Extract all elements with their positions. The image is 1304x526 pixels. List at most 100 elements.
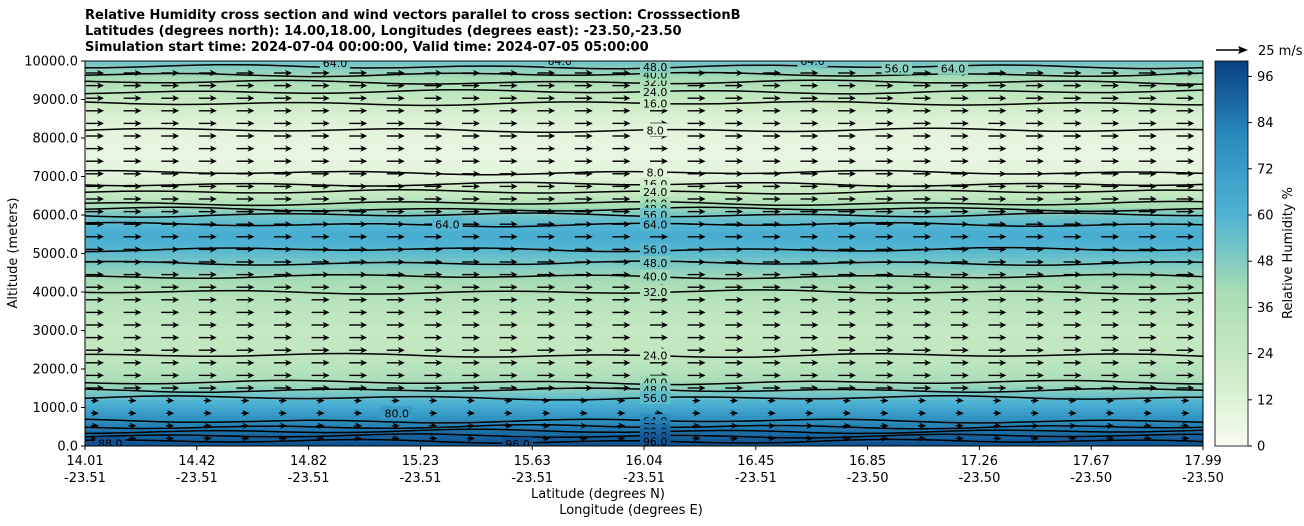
wind-vector-head	[999, 145, 1007, 152]
y-tick-label: 6000.0	[33, 209, 79, 224]
x-tick-label-lon: -23.51	[399, 471, 441, 486]
wind-vector-head	[736, 82, 744, 89]
wind-vector-head	[435, 183, 443, 190]
wind-vector-head	[285, 347, 292, 354]
wind-vector-head	[736, 221, 744, 228]
wind-vector-head	[97, 233, 104, 240]
wind-vector-head	[548, 271, 556, 278]
wind-vector-head	[1112, 359, 1120, 366]
wind-vector-head	[1074, 359, 1082, 366]
wind-vector-head	[994, 410, 1002, 417]
wind-vector-head	[247, 170, 255, 177]
wind-vector-head	[736, 309, 744, 316]
wind-vector-head	[360, 145, 368, 152]
wind-vector-head	[661, 158, 668, 165]
rh-band	[85, 280, 1203, 285]
wind-vector-head	[919, 410, 927, 417]
wind-vector-head	[994, 435, 1002, 442]
wind-vector-head	[473, 158, 480, 165]
contour-label: 64.0	[323, 57, 348, 70]
wind-vector-head	[1187, 309, 1195, 316]
x-tick-label-lat: 15.23	[402, 454, 439, 469]
wind-vector-head	[731, 397, 739, 404]
wind-vector-head	[773, 321, 781, 329]
wind-vector-head	[1037, 69, 1044, 77]
wind-vector-head	[543, 397, 551, 404]
contour-label-bg	[643, 165, 668, 179]
wind-vector-head	[698, 309, 706, 316]
wind-vector-head	[355, 422, 363, 429]
wind-vector-head	[468, 397, 475, 404]
contour-label: 56.0	[643, 244, 668, 257]
contour-label: 64.0	[941, 63, 966, 76]
wind-vector-head	[360, 347, 368, 354]
wind-vector-head	[924, 271, 932, 278]
wind-vector-head	[172, 372, 180, 379]
wind-vector-head	[1149, 195, 1157, 203]
wind-vector-head	[1149, 334, 1157, 341]
wind-vector-head	[548, 284, 556, 291]
wind-vector-head	[698, 82, 706, 89]
wind-vector-head	[1074, 208, 1082, 215]
wind-vector-head	[209, 208, 217, 215]
wind-vector-head	[247, 258, 255, 266]
x-tick-label-lon: -23.50	[1070, 471, 1112, 486]
wind-vector-head	[924, 82, 932, 89]
wind-vector-head	[397, 208, 405, 215]
wind-vector-head	[924, 107, 932, 114]
wind-vector-head	[886, 246, 894, 253]
wind-vector-head	[661, 233, 668, 240]
wind-vector-head	[510, 145, 518, 152]
rh-band	[85, 407, 1203, 412]
wind-vector-head	[1187, 120, 1195, 127]
wind-vector-head	[1187, 82, 1195, 89]
wind-vector-head	[1112, 158, 1120, 165]
wind-vector-head	[134, 334, 142, 341]
wind-vector-head	[623, 145, 631, 152]
wind-vector-head	[585, 183, 593, 190]
wind-vector-head	[97, 170, 104, 177]
wind-vector-head	[849, 233, 856, 240]
wind-vector-head	[322, 372, 330, 379]
wind-vector-head	[1074, 221, 1082, 228]
wind-vector-head	[435, 69, 443, 77]
wind-vector-head	[999, 309, 1007, 316]
y-tick-label: 7000.0	[33, 170, 79, 185]
wind-vector-head	[849, 195, 856, 203]
wind-vector-head	[360, 195, 368, 203]
wind-vector-head	[285, 158, 292, 165]
wind-vector-head	[623, 69, 631, 77]
wind-vector-head	[247, 296, 255, 303]
wind-vector-head	[430, 410, 438, 417]
wind-vector-head	[510, 233, 518, 240]
wind-vector-head	[397, 233, 405, 240]
wind-vector-head	[924, 372, 932, 379]
wind-vector-head	[773, 296, 781, 303]
wind-vector-head	[698, 258, 706, 266]
wind-vector-head	[1112, 183, 1120, 190]
wind-vector-head	[661, 145, 668, 152]
wind-vector-head	[999, 120, 1007, 127]
wind-vector-head	[397, 359, 405, 366]
wind-vector-head	[618, 422, 626, 429]
wind-vector-head	[811, 158, 819, 165]
wind-vector-head	[773, 233, 781, 240]
wind-vector-head	[322, 120, 330, 127]
wind-vector-head	[1187, 359, 1195, 366]
wind-vector-head	[924, 221, 932, 228]
wind-vector-head	[247, 271, 255, 278]
rh-band	[85, 253, 1203, 258]
wind-vector-head	[811, 334, 819, 341]
wind-vector-head	[510, 208, 518, 215]
wind-vector-head	[1074, 183, 1082, 190]
wind-vector-head	[1037, 145, 1044, 152]
wind-vector-head	[360, 271, 368, 278]
wind-vector-head	[585, 284, 593, 291]
x-tick-label-lon: -23.50	[1182, 471, 1224, 486]
colorbar-label: Relative Humidity %	[1281, 187, 1296, 319]
wind-vector-head	[134, 284, 142, 291]
wind-vector-head	[134, 95, 142, 102]
wind-vector-head	[886, 359, 894, 366]
wind-vector-head	[360, 183, 368, 190]
wind-vector-head	[280, 435, 287, 442]
